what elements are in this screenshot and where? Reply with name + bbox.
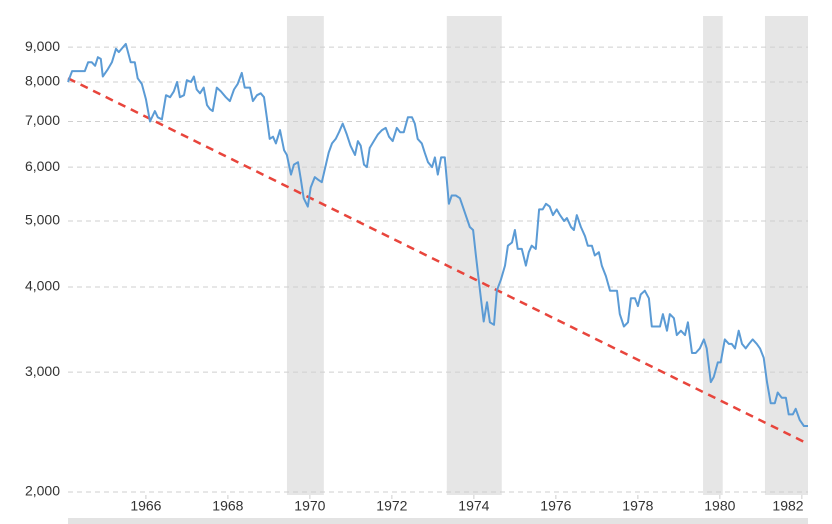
x-tick-label: 1968 (212, 498, 243, 514)
x-tick-label: 1980 (704, 498, 735, 514)
x-tick-label: 1972 (376, 498, 407, 514)
line (67, 42, 808, 427)
recession-band (286, 16, 324, 495)
x-tick-label: 1978 (622, 498, 653, 514)
x-tick-label: 1974 (458, 498, 489, 514)
y-tick-label: 6,000 (25, 158, 60, 174)
y-tick-label: 8,000 (25, 73, 60, 89)
trend-line (67, 77, 805, 443)
x-tick-label: 1976 (540, 498, 571, 514)
x-tick-label: 1970 (294, 498, 325, 514)
scrollbar (68, 518, 808, 524)
y-tick-label: 2,000 (25, 483, 60, 499)
recession-band (703, 16, 723, 495)
y-tick-label: 9,000 (25, 38, 60, 54)
y-tick-label: 7,000 (25, 112, 60, 128)
x-tick-label: 1966 (130, 498, 161, 514)
recession-band (446, 16, 502, 495)
x-tick-label: 1982 (772, 498, 803, 514)
y-tick-label: 3,000 (25, 363, 60, 379)
recession-band (764, 16, 808, 495)
y-tick-label: 5,000 (25, 212, 60, 228)
y-tick-label: 4,000 (25, 278, 60, 294)
